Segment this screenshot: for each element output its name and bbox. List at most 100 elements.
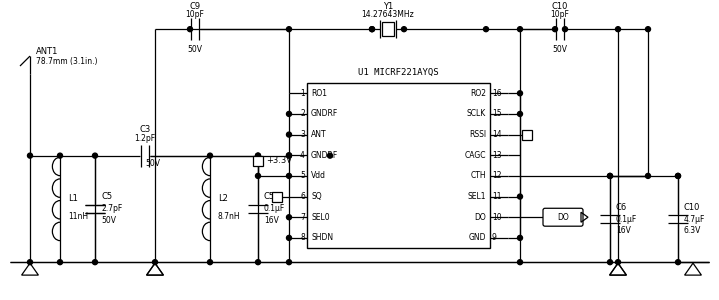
- Text: 14.27643MHz: 14.27643MHz: [362, 10, 414, 19]
- Text: C3: C3: [139, 125, 150, 134]
- Circle shape: [518, 111, 523, 116]
- Text: 50V: 50V: [101, 216, 116, 225]
- Circle shape: [255, 153, 260, 158]
- Circle shape: [552, 27, 557, 32]
- Text: C9: C9: [189, 2, 201, 11]
- FancyBboxPatch shape: [543, 208, 583, 226]
- Text: 16: 16: [492, 89, 502, 98]
- Text: C6: C6: [616, 202, 627, 211]
- Circle shape: [286, 27, 291, 32]
- Circle shape: [608, 173, 613, 178]
- Circle shape: [93, 260, 98, 265]
- Circle shape: [518, 260, 523, 265]
- Circle shape: [286, 215, 291, 220]
- Text: 16V: 16V: [264, 216, 279, 225]
- Circle shape: [255, 260, 260, 265]
- Circle shape: [646, 173, 651, 178]
- Circle shape: [370, 27, 375, 32]
- Text: 4.7μF: 4.7μF: [684, 214, 705, 224]
- Circle shape: [518, 236, 523, 240]
- Text: SEL1: SEL1: [467, 192, 486, 201]
- Text: 13: 13: [492, 151, 502, 160]
- Text: 9: 9: [492, 233, 497, 242]
- Text: 11nH: 11nH: [68, 212, 88, 221]
- Circle shape: [608, 173, 613, 178]
- Bar: [307, 83, 490, 248]
- Text: 12: 12: [492, 171, 501, 180]
- Circle shape: [255, 173, 260, 178]
- Text: 1: 1: [301, 89, 305, 98]
- Text: C5: C5: [264, 192, 275, 201]
- Circle shape: [646, 27, 651, 32]
- Text: 50V: 50V: [145, 159, 160, 168]
- Text: 10: 10: [492, 213, 502, 222]
- Circle shape: [615, 260, 620, 265]
- Circle shape: [608, 260, 613, 265]
- Circle shape: [58, 260, 63, 265]
- Circle shape: [562, 27, 567, 32]
- Circle shape: [286, 153, 291, 158]
- Circle shape: [327, 153, 332, 158]
- Circle shape: [93, 153, 98, 158]
- Text: 4: 4: [300, 151, 305, 160]
- Text: DO: DO: [557, 213, 569, 222]
- Text: 7: 7: [300, 213, 305, 222]
- Circle shape: [286, 153, 291, 158]
- Text: 6.3V: 6.3V: [684, 226, 701, 236]
- Text: 1.2pF: 1.2pF: [134, 134, 155, 143]
- Circle shape: [286, 132, 291, 137]
- Text: Vdd: Vdd: [311, 171, 326, 180]
- Text: GNDRF: GNDRF: [311, 151, 338, 160]
- Text: 50V: 50V: [188, 45, 203, 54]
- Text: 14: 14: [492, 130, 502, 139]
- Text: 2.7pF: 2.7pF: [101, 204, 122, 213]
- Text: SCLK: SCLK: [467, 110, 486, 118]
- Circle shape: [401, 27, 406, 32]
- Text: SEL0: SEL0: [311, 213, 329, 222]
- Text: L1: L1: [68, 194, 78, 203]
- Text: 78.7mm (3.1in.): 78.7mm (3.1in.): [36, 57, 98, 66]
- Text: SHDN: SHDN: [311, 233, 333, 242]
- Circle shape: [370, 27, 375, 32]
- Text: RO1: RO1: [311, 89, 327, 98]
- Circle shape: [518, 27, 523, 32]
- Circle shape: [27, 153, 32, 158]
- Circle shape: [58, 153, 63, 158]
- Circle shape: [152, 260, 157, 265]
- Text: 0.1μF: 0.1μF: [264, 204, 285, 213]
- Circle shape: [675, 260, 680, 265]
- Text: 10pF: 10pF: [551, 10, 569, 19]
- Circle shape: [675, 173, 680, 178]
- Text: ANT: ANT: [311, 130, 326, 139]
- Text: CAGC: CAGC: [464, 151, 486, 160]
- Text: SQ: SQ: [311, 192, 321, 201]
- Text: CTH: CTH: [470, 171, 486, 180]
- Circle shape: [208, 153, 213, 158]
- Text: +3.3V: +3.3V: [266, 157, 292, 166]
- Circle shape: [286, 236, 291, 240]
- Text: 2: 2: [301, 110, 305, 118]
- Circle shape: [675, 173, 680, 178]
- Text: 5: 5: [300, 171, 305, 180]
- Text: C10: C10: [551, 2, 568, 11]
- Bar: [382, 22, 394, 36]
- Text: 8.7nH: 8.7nH: [218, 212, 241, 221]
- Text: 16V: 16V: [616, 226, 631, 236]
- Text: 0.1μF: 0.1μF: [616, 214, 637, 224]
- Text: RSSI: RSSI: [469, 130, 486, 139]
- Circle shape: [255, 153, 260, 158]
- Circle shape: [483, 27, 488, 32]
- Bar: [522, 130, 532, 140]
- Text: 8: 8: [301, 233, 305, 242]
- Text: 6: 6: [300, 192, 305, 201]
- Circle shape: [286, 173, 291, 178]
- Text: 50V: 50V: [552, 45, 567, 54]
- Circle shape: [208, 260, 213, 265]
- Text: DO: DO: [475, 213, 486, 222]
- Text: Y1: Y1: [383, 2, 393, 11]
- Circle shape: [518, 194, 523, 199]
- Text: C5: C5: [101, 192, 112, 201]
- Text: GNDRF: GNDRF: [311, 110, 338, 118]
- Bar: [272, 192, 282, 202]
- Text: 15: 15: [492, 110, 502, 118]
